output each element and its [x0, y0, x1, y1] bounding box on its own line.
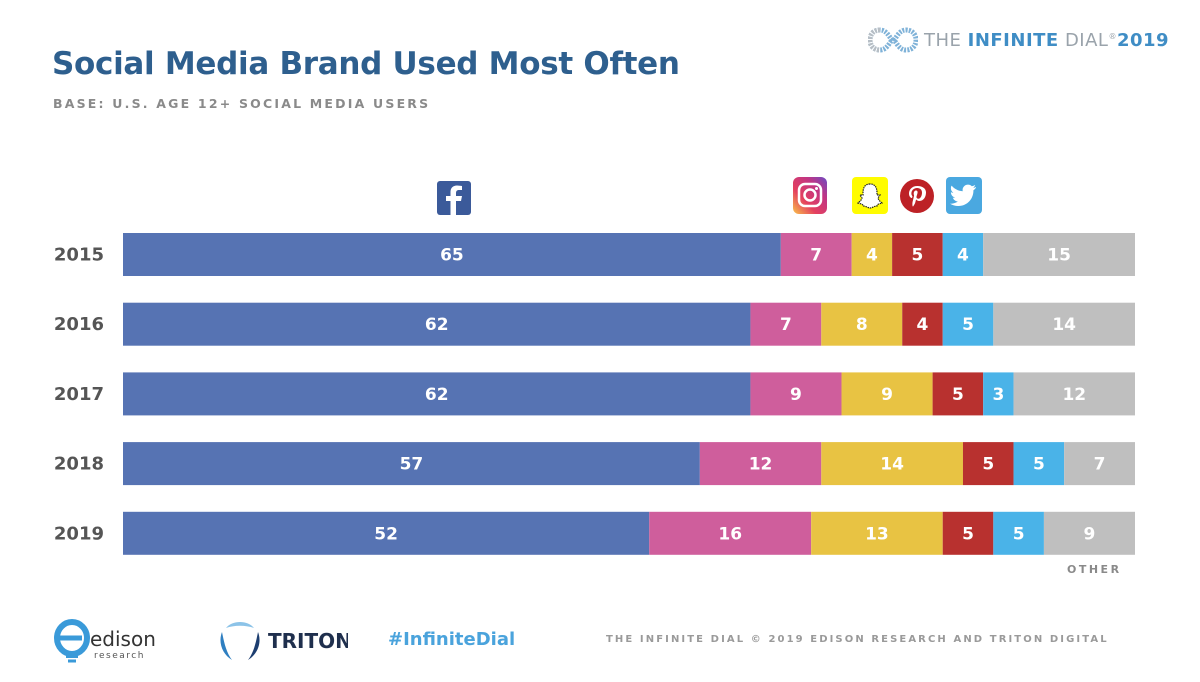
year-label-2019: 2019: [54, 523, 104, 544]
brand-infinite: INFINITE: [967, 29, 1059, 51]
value-label-pinterest-2016: 4: [917, 315, 929, 335]
bar-snapchat-2015: [851, 233, 893, 276]
value-label-other-2016: 14: [1052, 315, 1076, 335]
edison-name: edison: [90, 627, 156, 651]
bar-snapchat-2017: [841, 372, 933, 416]
page-subtitle: BASE: U.S. AGE 12+ SOCIAL MEDIA USERS: [53, 96, 431, 111]
page-title: Social Media Brand Used Most Often: [52, 46, 680, 82]
hashtag-link[interactable]: #InfiniteDial: [388, 629, 516, 650]
value-label-twitter-2019: 5: [1013, 524, 1025, 544]
bar-instagram-2016: [750, 302, 822, 346]
bar-twitter-2017: [983, 372, 1014, 416]
value-label-instagram-2018: 12: [749, 455, 773, 475]
value-label-twitter-2017: 3: [992, 385, 1004, 405]
value-label-snapchat-2016: 8: [856, 315, 868, 335]
brand-year: 2019: [1116, 29, 1170, 51]
edison-sub: research: [94, 651, 145, 661]
value-label-facebook-2016: 62: [425, 315, 449, 335]
bar-twitter-2018: [1013, 442, 1065, 486]
value-label-instagram-2015: 7: [810, 246, 822, 266]
value-label-twitter-2016: 5: [962, 315, 974, 335]
bar-facebook-2018: [123, 442, 700, 486]
value-label-twitter-2015: 4: [957, 246, 969, 266]
bar-pinterest-2017: [932, 372, 984, 416]
bar-snapchat-2016: [821, 302, 903, 346]
bar-instagram-2019: [649, 511, 812, 555]
bar-instagram-2017: [750, 372, 842, 416]
value-label-facebook-2019: 52: [374, 524, 398, 544]
value-label-pinterest-2015: 5: [911, 246, 923, 266]
bar-facebook-2015: [123, 233, 781, 276]
value-label-instagram-2016: 7: [780, 315, 792, 335]
value-label-facebook-2017: 62: [425, 385, 449, 405]
value-label-snapchat-2018: 14: [880, 455, 904, 475]
triton-logo: TRITON: [218, 618, 352, 669]
value-label-pinterest-2018: 5: [982, 455, 994, 475]
value-label-instagram-2019: 16: [718, 524, 742, 544]
value-label-twitter-2018: 5: [1033, 455, 1045, 475]
copyright-text: THE INFINITE DIAL © 2019 EDISON RESEARCH…: [606, 634, 1109, 645]
bar-twitter-2015: [942, 233, 984, 276]
value-label-other-2015: 15: [1047, 246, 1071, 266]
bar-twitter-2019: [993, 511, 1044, 555]
twitter-icon: [946, 177, 982, 214]
value-label-snapchat-2015: 4: [866, 246, 878, 266]
year-label-2015: 2015: [54, 245, 104, 266]
bar-twitter-2016: [942, 302, 994, 346]
edison-research-logo: edison research: [52, 616, 162, 671]
bar-other-2019: [1043, 511, 1135, 555]
value-label-other-2019: 9: [1084, 524, 1096, 544]
bar-snapchat-2019: [811, 511, 943, 555]
other-annotation: OTHER: [1067, 563, 1122, 576]
bar-instagram-2015: [780, 233, 852, 276]
brand-the: THE: [924, 29, 968, 51]
facebook-icon: [437, 181, 471, 215]
value-label-instagram-2017: 9: [790, 385, 802, 405]
bar-facebook-2019: [123, 511, 650, 555]
brand-dial: DIAL: [1058, 29, 1109, 51]
bar-pinterest-2015: [892, 233, 943, 276]
year-label-2018: 2018: [54, 454, 104, 475]
bar-pinterest-2019: [942, 511, 994, 555]
value-label-snapchat-2019: 13: [865, 524, 889, 544]
brand-text: THE INFINITE DIAL®2019: [924, 29, 1170, 51]
bar-pinterest-2016: [902, 302, 943, 346]
bar-other-2015: [983, 233, 1135, 276]
bar-other-2018: [1064, 442, 1135, 486]
triton-logo-icon: TRITON: [220, 622, 352, 660]
value-label-facebook-2015: 65: [440, 246, 464, 266]
value-label-pinterest-2019: 5: [962, 524, 974, 544]
value-label-facebook-2018: 57: [400, 455, 424, 475]
value-label-other-2017: 12: [1062, 385, 1086, 405]
snapchat-icon: [852, 177, 888, 214]
value-label-pinterest-2017: 5: [952, 385, 964, 405]
bar-facebook-2017: [123, 372, 751, 416]
bar-instagram-2018: [699, 442, 822, 486]
bar-pinterest-2018: [962, 442, 1014, 486]
instagram-icon: [793, 177, 827, 214]
bar-other-2017: [1013, 372, 1135, 416]
bars-group: 2015 65 7 4 5 4 15 2016 62 7 8 4 5 14 2017 62 9 9 5 3 12 2018…: [54, 233, 1135, 555]
value-label-snapchat-2017: 9: [881, 385, 893, 405]
pinterest-icon: [900, 179, 934, 213]
infinity-logo-icon: [868, 27, 918, 53]
bar-facebook-2016: [123, 302, 751, 346]
year-label-2016: 2016: [54, 314, 104, 335]
triton-name: TRITON: [268, 629, 348, 653]
year-label-2017: 2017: [54, 384, 104, 405]
bar-other-2016: [993, 302, 1135, 346]
bar-snapchat-2018: [821, 442, 963, 486]
infinite-dial-brand: THE INFINITE DIAL®2019: [868, 26, 1169, 54]
edison-logo-icon: edison research: [54, 619, 156, 663]
value-label-other-2018: 7: [1094, 455, 1106, 475]
